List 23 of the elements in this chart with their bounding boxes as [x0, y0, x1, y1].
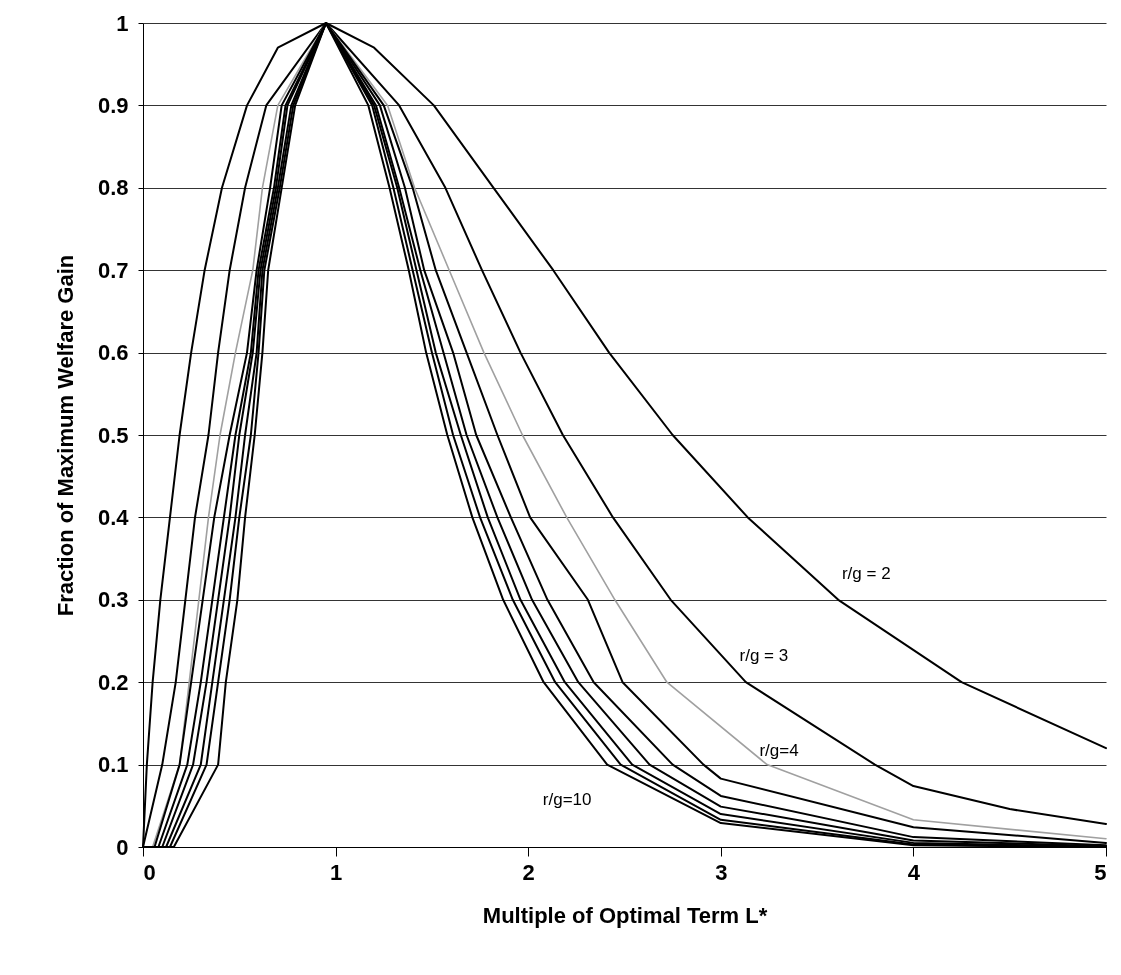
x-tick-label: 0: [143, 859, 156, 885]
y-tick-label: 0.1: [97, 752, 129, 778]
y-tick-label: 0.3: [97, 587, 129, 613]
y-axis-title: Fraction of Maximum Welfare Gain: [52, 254, 78, 617]
y-tick-label: 0.2: [97, 669, 129, 695]
series-label: r/g = 3: [739, 646, 789, 666]
series-label: r/g=4: [759, 740, 799, 760]
series-label: r/g=10: [542, 789, 592, 809]
y-tick-label: 0.9: [97, 92, 129, 118]
x-tick-label: 2: [522, 859, 535, 885]
y-tick-label: 0.4: [97, 504, 130, 530]
x-axis-title: Multiple of Optimal Term L*: [482, 902, 768, 928]
x-tick-label: 4: [907, 859, 921, 885]
y-tick-label: 0.6: [97, 340, 129, 366]
series-label: r/g = 2: [841, 563, 891, 583]
y-tick-label: 0: [116, 834, 129, 860]
y-tick-label: 0.5: [97, 422, 129, 448]
x-tick-label: 3: [715, 859, 728, 885]
x-tick-label: 1: [329, 859, 343, 885]
y-tick-label: 1: [116, 10, 129, 36]
y-tick-label: 0.8: [97, 175, 129, 201]
y-tick-label: 0.7: [97, 257, 129, 283]
x-tick-label: 5: [1094, 859, 1107, 885]
